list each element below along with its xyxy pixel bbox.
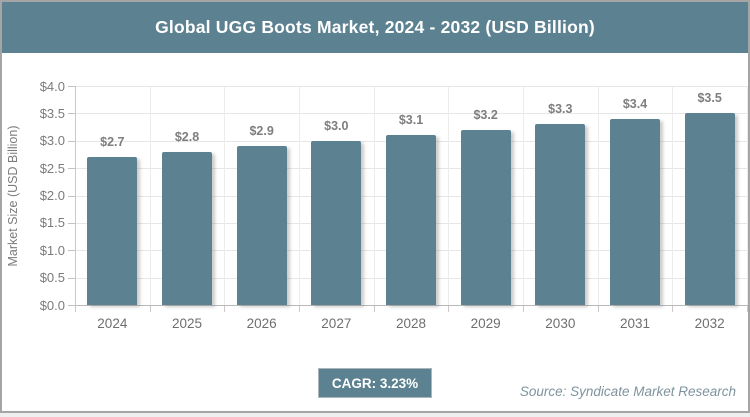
y-axis-tick-label: $0.0	[39, 297, 65, 313]
x-axis-tick-mark	[523, 306, 524, 312]
x-axis-category-label: 2027	[321, 316, 352, 331]
source-attribution: Source: Syndicate Market Research	[519, 384, 736, 399]
bar-2024	[87, 157, 138, 305]
x-axis-tick-mark	[672, 306, 674, 312]
x-axis-tick-mark	[299, 306, 300, 312]
y-axis-tick-mark	[68, 277, 75, 279]
x-axis-tick-mark	[373, 306, 375, 312]
bar-value-label: $3.3	[548, 102, 573, 117]
vertical-gridline	[224, 86, 226, 305]
vertical-gridline	[597, 86, 599, 305]
y-axis-tick-label: $1.5	[39, 215, 65, 231]
y-axis-tick-mark	[68, 305, 75, 306]
bar-2029	[460, 129, 511, 305]
x-axis-category-label: 2024	[97, 316, 128, 331]
x-axis-category-label: 2026	[246, 316, 277, 331]
bar-2030	[535, 124, 586, 305]
vertical-gridline	[523, 86, 524, 305]
bar-value-label: $2.9	[249, 124, 274, 139]
vertical-gridline	[373, 86, 375, 305]
x-axis-tick-mark	[224, 306, 226, 312]
x-axis-tick-mark	[747, 306, 748, 312]
vertical-gridline	[672, 86, 674, 305]
y-axis-tick-mark	[68, 195, 75, 197]
y-axis-tick-label: $4.0	[39, 78, 65, 94]
horizontal-gridline	[76, 113, 748, 115]
vertical-gridline	[299, 86, 300, 305]
bar-value-label: $2.7	[100, 135, 125, 150]
bar-value-label: $3.4	[622, 96, 648, 111]
vertical-gridline	[149, 86, 151, 305]
y-axis-tick-label: $0.5	[39, 270, 65, 286]
y-axis-tick-mark	[68, 140, 75, 142]
cagr-badge: CAGR: 3.23%	[318, 368, 432, 398]
vertical-gridline	[747, 86, 748, 305]
x-axis-category-label: 2030	[545, 316, 576, 331]
y-axis-tick-mark	[68, 86, 75, 87]
x-axis-tick-mark	[75, 306, 76, 312]
x-axis-category-label: 2031	[619, 316, 651, 331]
y-axis-tick-mark	[68, 168, 75, 170]
x-axis-category-label: 2028	[395, 316, 427, 331]
bar-2032	[684, 113, 735, 305]
horizontal-gridline	[76, 86, 748, 87]
y-axis-tick-label: $3.5	[39, 105, 65, 121]
chart-title: Global UGG Boots Market, 2024 - 2032 (US…	[155, 17, 595, 37]
y-axis-tick-label: $2.5	[39, 160, 65, 176]
bar-2031	[610, 118, 660, 305]
y-axis-tick-mark	[68, 113, 75, 115]
x-axis-category-label: 2032	[694, 316, 725, 331]
y-axis-tick-label: $3.0	[39, 133, 65, 149]
bar-value-label: $3.5	[697, 91, 722, 106]
chart-title-bar: Global UGG Boots Market, 2024 - 2032 (US…	[2, 2, 748, 53]
cagr-label: CAGR: 3.23%	[331, 375, 419, 391]
x-axis-category-label: 2025	[171, 316, 203, 331]
x-axis-tick-mark	[149, 306, 151, 312]
y-axis-tick-label: $2.0	[39, 188, 65, 203]
x-axis-tick-mark	[597, 306, 599, 312]
bar-2025	[162, 151, 212, 305]
bar-2028	[386, 135, 436, 305]
bar-value-label: $3.0	[324, 118, 349, 133]
bar-value-label: $3.2	[473, 107, 498, 122]
y-axis-tick-label: $1.0	[39, 242, 65, 258]
bar-2027	[311, 140, 362, 305]
y-axis-tick-mark	[68, 222, 75, 224]
bar-2026	[236, 146, 287, 305]
x-axis-tick-mark	[448, 306, 450, 312]
bar-value-label: $2.8	[174, 129, 200, 144]
vertical-gridline	[448, 86, 450, 305]
y-axis-tick-mark	[68, 250, 75, 252]
bar-value-label: $3.1	[398, 113, 424, 128]
x-axis-category-label: 2029	[470, 316, 501, 331]
